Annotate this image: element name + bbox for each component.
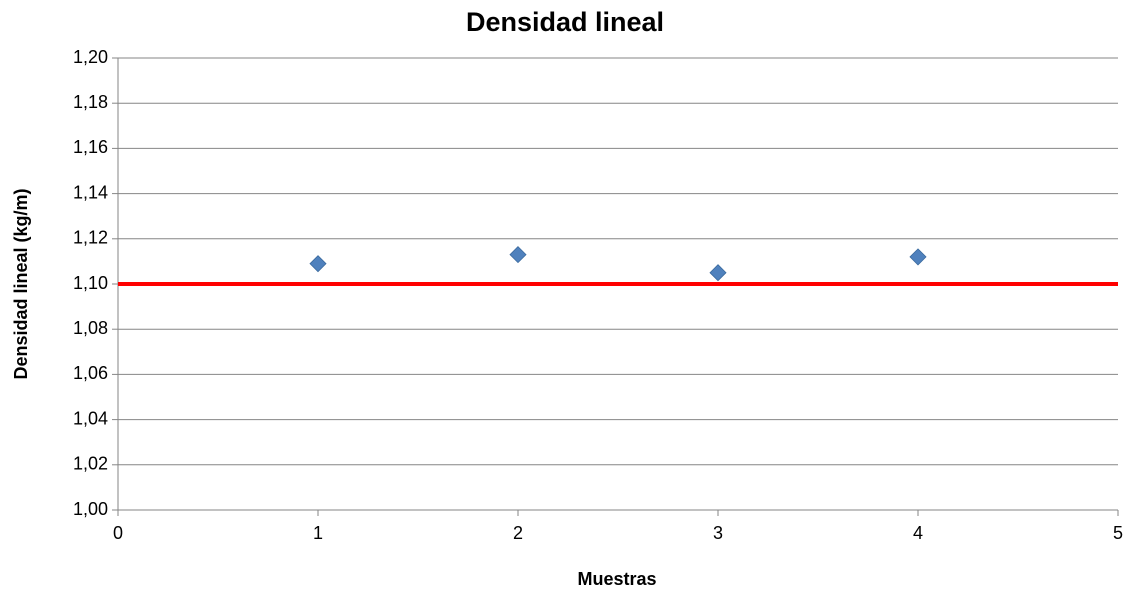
y-tick-label: 1,14 [73,182,108,202]
y-tick-label: 1,04 [73,408,108,428]
y-tick-label: 1,10 [73,273,108,293]
y-tick-label: 1,20 [73,47,108,67]
y-tick-label: 1,02 [73,454,108,474]
data-point [309,255,327,273]
y-tick-label: 1,18 [73,92,108,112]
y-tick-label: 1,00 [73,499,108,519]
x-tick-label: 4 [913,523,923,543]
data-point [709,264,727,282]
x-tick-label: 2 [513,523,523,543]
x-axis-title: Muestras [577,569,656,589]
data-point [509,246,527,264]
chart-title: Densidad lineal [466,7,664,37]
data-point [909,248,927,266]
x-tick-label: 3 [713,523,723,543]
y-tick-label: 1,06 [73,363,108,383]
y-tick-label: 1,16 [73,137,108,157]
x-tick-label: 0 [113,523,123,543]
x-tick-label: 5 [1113,523,1123,543]
x-tick-label: 1 [313,523,323,543]
y-axis-title: Densidad lineal (kg/m) [11,188,31,379]
y-tick-label: 1,12 [73,228,108,248]
y-tick-label: 1,08 [73,318,108,338]
